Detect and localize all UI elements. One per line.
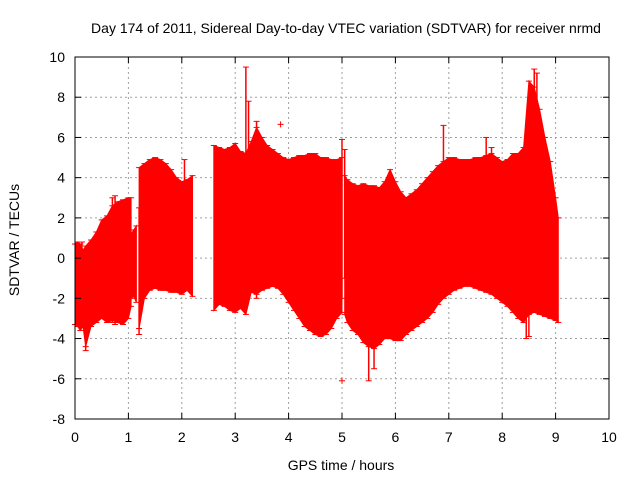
data-layer bbox=[72, 66, 562, 384]
tick-layer: 0 1 2 3 4 5 6 7 8 9 10 -8 -6 -4 -2 0 2 4 6 8 10 bbox=[49, 49, 617, 445]
x-tick-label: 8 bbox=[498, 429, 506, 445]
x-tick-label: 5 bbox=[338, 429, 346, 445]
y-tick-label: -8 bbox=[53, 411, 66, 427]
x-tick-label: 7 bbox=[445, 429, 453, 445]
chart-title: Day 174 of 2011, Sidereal Day-to-day VTE… bbox=[91, 20, 601, 36]
y-tick-label: 10 bbox=[49, 49, 65, 65]
error-band-segment bbox=[213, 126, 343, 338]
x-tick-label: 10 bbox=[601, 429, 617, 445]
x-tick-label: 2 bbox=[178, 429, 186, 445]
y-tick-label: 2 bbox=[57, 210, 65, 226]
error-band-segment bbox=[130, 224, 137, 303]
y-tick-label: 4 bbox=[57, 170, 65, 186]
series-sdtvar bbox=[72, 66, 562, 384]
y-axis-label: SDTVAR / TECUs bbox=[6, 184, 22, 296]
x-tick-label: 6 bbox=[392, 429, 400, 445]
x-tick-label: 4 bbox=[285, 429, 293, 445]
x-tick-label: 9 bbox=[552, 429, 560, 445]
y-tick-label: -4 bbox=[53, 331, 66, 347]
y-tick-label: 8 bbox=[57, 89, 65, 105]
x-tick-label: 1 bbox=[125, 429, 133, 445]
x-tick-label: 0 bbox=[71, 429, 79, 445]
y-tick-label: -2 bbox=[53, 290, 66, 306]
x-tick-label: 3 bbox=[231, 429, 239, 445]
x-axis-label: GPS time / hours bbox=[288, 457, 395, 473]
y-tick-label: 6 bbox=[57, 129, 65, 145]
y-tick-label: 0 bbox=[57, 250, 65, 266]
y-tick-label: -6 bbox=[53, 371, 66, 387]
